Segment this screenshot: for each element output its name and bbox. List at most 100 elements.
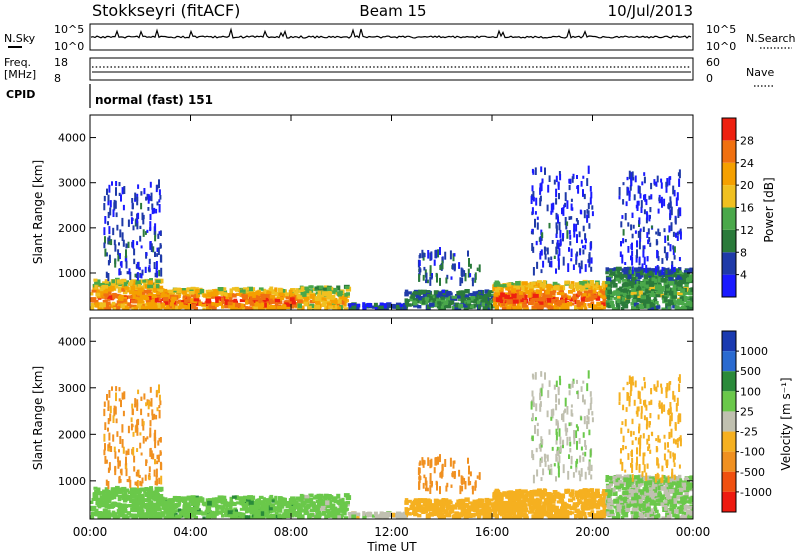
power-cell — [635, 204, 638, 209]
power-cell — [587, 202, 590, 210]
velocity-cell — [655, 484, 660, 489]
velocity-cell — [331, 503, 336, 509]
velocity-cell — [158, 405, 161, 409]
power-cell — [117, 254, 120, 262]
power-cell — [621, 301, 627, 306]
power-cell — [670, 222, 673, 232]
power-colorbar-swatch — [722, 185, 736, 208]
power-cell — [104, 248, 107, 257]
velocity-cell — [403, 512, 407, 517]
power-cell — [232, 293, 237, 298]
power-cell — [186, 296, 192, 300]
power-cell — [637, 269, 641, 275]
velocity-cell — [413, 513, 419, 517]
power-cell — [679, 207, 682, 217]
power-cell — [524, 294, 528, 300]
power-cell — [586, 178, 589, 186]
velocity-cell — [426, 513, 431, 518]
power-cell — [634, 230, 637, 234]
power-cell — [155, 284, 160, 289]
power-cell — [637, 230, 640, 238]
velocity-cell — [104, 487, 109, 492]
power-cell — [155, 305, 159, 310]
velocity-cell — [574, 490, 580, 495]
power-cell — [661, 267, 666, 272]
power-cell — [494, 288, 500, 293]
power-cell — [645, 199, 648, 206]
velocity-cell — [111, 510, 116, 515]
velocity-cell — [144, 474, 147, 481]
power-cell — [609, 291, 615, 296]
power-cell — [575, 223, 578, 232]
power-cell — [149, 213, 152, 221]
velocity-cell — [119, 509, 124, 514]
velocity-cell — [112, 505, 116, 509]
velocity-cell — [215, 507, 219, 512]
power-cell — [588, 263, 591, 268]
power-cell — [516, 295, 522, 299]
velocity-cell — [157, 505, 161, 510]
radar-title: Stokkseyri (fitACF) — [92, 1, 240, 20]
power-cell — [177, 294, 181, 298]
velocity-cell — [613, 498, 620, 504]
nave-tick-top: 60 — [706, 56, 720, 69]
power-colorbar-swatch — [722, 140, 736, 163]
velocity-cell — [103, 511, 109, 516]
velocity-cell — [152, 453, 155, 460]
power-cell — [160, 267, 163, 277]
power-cell — [326, 302, 332, 307]
power-cell — [582, 175, 585, 179]
velocity-cell — [264, 502, 271, 506]
power-cell — [421, 300, 426, 305]
velocity-cell — [666, 495, 670, 500]
power-cell — [615, 266, 622, 271]
velocity-cell — [530, 507, 535, 512]
velocity-cell — [424, 505, 429, 510]
power-cell — [225, 297, 229, 301]
power-cell — [418, 274, 421, 282]
velocity-cell — [447, 504, 451, 510]
velocity-cell — [210, 502, 215, 508]
power-cell — [114, 200, 117, 209]
power-cell — [443, 300, 448, 305]
velocity-cell — [142, 487, 147, 491]
power-cell — [628, 190, 631, 197]
power-cell — [550, 210, 553, 215]
power-cell — [343, 302, 347, 307]
velocity-cell — [116, 431, 119, 437]
velocity-cell — [326, 511, 332, 515]
power-cell — [482, 297, 488, 303]
power-cell — [131, 299, 137, 304]
power-cell — [547, 257, 550, 263]
power-cell — [686, 301, 692, 306]
velocity-cell — [494, 513, 499, 519]
power-cell — [454, 305, 459, 310]
velocity-cell — [215, 511, 219, 516]
velocity-cell — [435, 509, 440, 515]
nsky-label: N.Sky — [4, 32, 36, 45]
power-cell — [113, 202, 116, 211]
power-cell — [518, 290, 523, 295]
power-cell — [224, 304, 230, 309]
power-cell — [537, 301, 544, 307]
velocity-cell — [371, 514, 377, 518]
power-cell — [580, 260, 583, 270]
power-cell — [542, 260, 545, 268]
power-cell — [137, 299, 141, 305]
power-cell — [111, 181, 113, 186]
power-cell — [555, 198, 558, 205]
velocity-cell — [637, 474, 642, 479]
power-cell — [439, 297, 445, 303]
power-cell — [566, 200, 569, 209]
power-cell — [134, 273, 137, 278]
velocity-cell — [120, 399, 122, 408]
velocity-cell — [186, 507, 191, 512]
power-cell — [589, 242, 592, 251]
power-cell — [655, 181, 658, 187]
power-cell — [486, 293, 492, 297]
power-cell — [649, 207, 652, 213]
power-cell — [402, 305, 407, 310]
power-cell — [522, 281, 528, 286]
power-cell — [331, 301, 336, 305]
power-cell — [277, 300, 283, 305]
